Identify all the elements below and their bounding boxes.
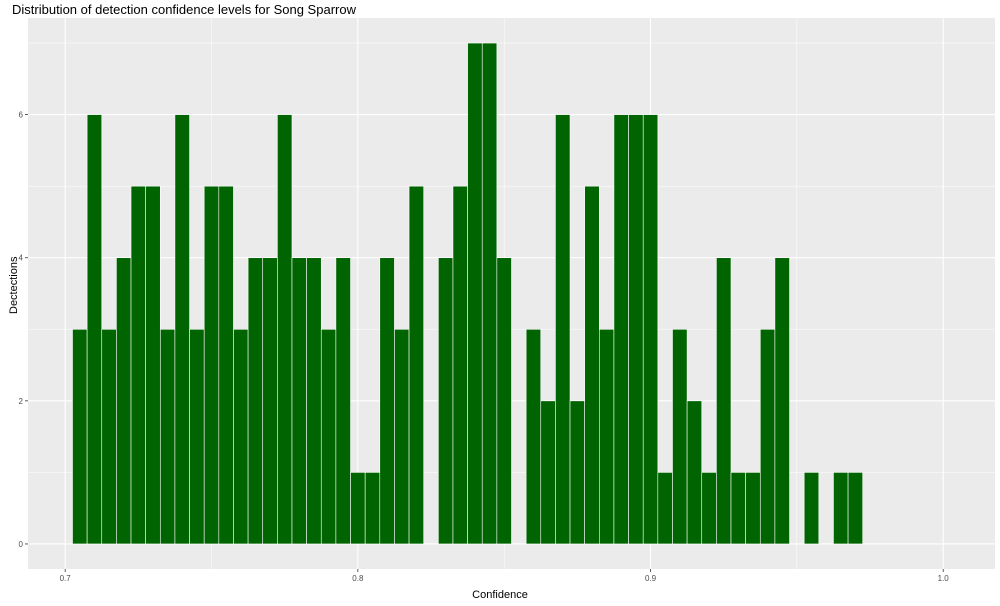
histogram-bar (701, 472, 717, 545)
histogram-bar (86, 114, 103, 545)
histogram-bar (130, 185, 146, 545)
histogram-bar (72, 328, 88, 545)
x-tick-label: 1.0 (938, 574, 950, 583)
histogram-bar (672, 328, 688, 545)
histogram-bar (452, 185, 468, 545)
histogram-bar (203, 185, 220, 545)
y-tick-label: 6 (19, 111, 24, 120)
histogram-bar (628, 114, 644, 545)
histogram-bar (833, 472, 849, 545)
histogram-bar (247, 257, 264, 545)
histogram-bar (730, 472, 746, 545)
histogram-bar (540, 400, 556, 545)
histogram-bar (291, 257, 307, 545)
y-tick-label: 4 (19, 254, 24, 263)
histogram-bar (467, 42, 483, 545)
histogram-bar (759, 328, 776, 545)
x-tick-label: 0.8 (352, 574, 364, 583)
histogram-bar (277, 114, 293, 545)
histogram-bar (350, 472, 366, 545)
histogram-bar (116, 257, 132, 545)
histogram-bar (584, 185, 600, 545)
histogram-bar (716, 257, 732, 545)
histogram-bar (745, 472, 761, 545)
histogram-bar (306, 257, 322, 545)
histogram-bar (438, 257, 454, 545)
histogram-bar (642, 114, 659, 545)
histogram-bar (496, 257, 512, 545)
histogram-bar (613, 114, 629, 545)
histogram-bar (657, 472, 673, 545)
x-axis-label: Confidence (472, 589, 528, 601)
histogram-bar (189, 328, 205, 545)
histogram-bar (335, 257, 351, 545)
chart-title: Distribution of detection confidence lev… (12, 2, 356, 17)
histogram-bar (394, 328, 410, 545)
histogram-bar (364, 472, 381, 545)
histogram-bar (408, 185, 424, 545)
histogram-bar (101, 328, 117, 545)
y-tick-label: 2 (19, 397, 24, 406)
x-tick-label: 0.7 (60, 574, 72, 583)
histogram-bar (145, 185, 161, 545)
histogram-bar (599, 328, 615, 545)
histogram-bar (803, 472, 820, 545)
histogram-bar (555, 114, 571, 545)
histogram-bar (525, 328, 542, 545)
histogram-bar (218, 185, 234, 545)
histogram-bar (233, 328, 249, 545)
histogram-bar (774, 257, 790, 545)
histogram-bar (379, 257, 395, 545)
histogram-bar (569, 400, 585, 545)
x-tick-label: 0.9 (645, 574, 657, 583)
histogram-bar (481, 42, 498, 545)
histogram-bar (174, 114, 190, 545)
histogram-bar (159, 328, 176, 545)
histogram-bar (847, 472, 864, 545)
histogram-bar (320, 328, 337, 545)
histogram-bar (262, 257, 278, 545)
histogram-bar (686, 400, 703, 545)
y-tick-label: 0 (19, 540, 24, 549)
